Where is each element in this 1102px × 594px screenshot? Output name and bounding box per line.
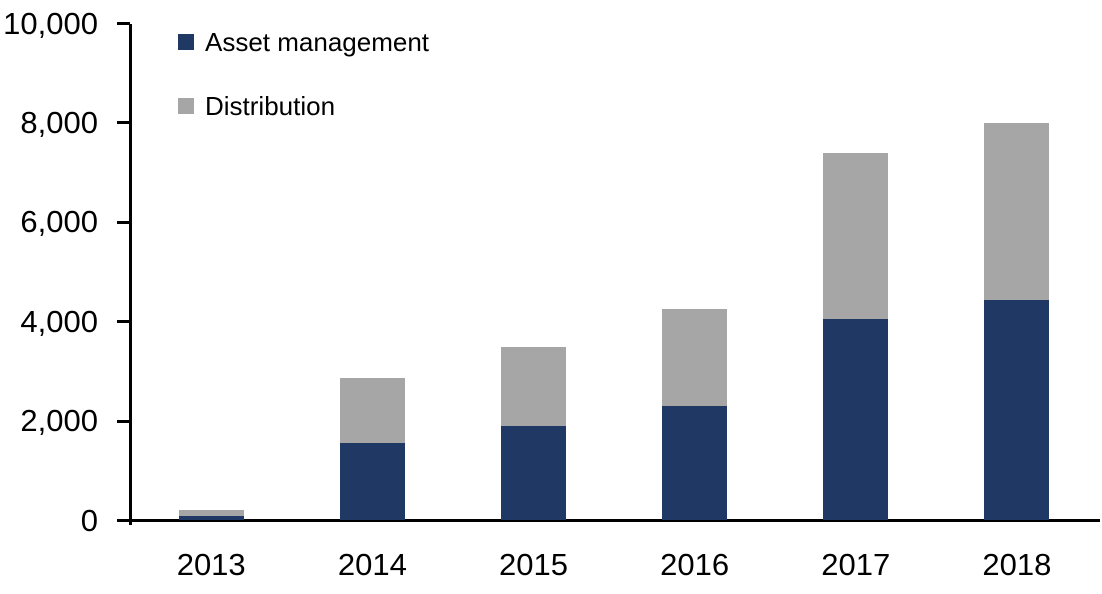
bar-asset-management-2015 bbox=[500, 426, 566, 521]
y-axis-tick bbox=[117, 519, 130, 522]
y-axis-tick bbox=[117, 220, 130, 224]
x-axis-label-2017: 2017 bbox=[821, 547, 891, 582]
legend-label-asset-management: Asset management bbox=[205, 27, 430, 57]
bar-distribution-2018 bbox=[984, 122, 1050, 301]
y-tick-label: 4,000 bbox=[20, 303, 98, 339]
y-axis-tick bbox=[117, 419, 130, 423]
bar-distribution-2013 bbox=[178, 510, 244, 517]
y-axis-line bbox=[129, 23, 132, 525]
bar-asset-management-2014 bbox=[339, 442, 405, 521]
y-axis-tick bbox=[117, 121, 130, 125]
x-axis-label-2016: 2016 bbox=[660, 547, 730, 582]
x-axis-label-2015: 2015 bbox=[498, 547, 568, 582]
bar-asset-management-2017 bbox=[823, 319, 889, 521]
y-tick-label: 0 bbox=[80, 502, 98, 538]
legend-item-distribution: Distribution bbox=[178, 92, 335, 120]
y-tick-label: 8,000 bbox=[20, 104, 98, 140]
asset-management-legend-swatch bbox=[178, 34, 194, 50]
legend-label-distribution: Distribution bbox=[205, 91, 336, 121]
distribution-legend-swatch bbox=[178, 98, 194, 114]
y-axis-tick bbox=[117, 320, 130, 324]
y-tick-label: 10,000 bbox=[3, 5, 98, 41]
bar-asset-management-2018 bbox=[984, 300, 1050, 521]
x-axis-line bbox=[129, 519, 1100, 522]
y-tick-label: 6,000 bbox=[20, 204, 98, 240]
bar-distribution-2014 bbox=[339, 377, 405, 443]
x-axis-label-2014: 2014 bbox=[337, 547, 407, 582]
bar-distribution-2015 bbox=[500, 346, 566, 427]
y-tick-label: 2,000 bbox=[20, 403, 98, 439]
y-axis-tick bbox=[117, 22, 130, 25]
bar-distribution-2017 bbox=[823, 152, 889, 320]
bar-asset-management-2016 bbox=[662, 405, 728, 521]
bar-asset-management-2013 bbox=[178, 516, 244, 521]
legend-item-asset-management: Asset management bbox=[178, 28, 429, 56]
x-axis-label-2018: 2018 bbox=[982, 547, 1052, 582]
x-axis-label-2013: 2013 bbox=[176, 547, 246, 582]
bar-distribution-2016 bbox=[662, 309, 728, 406]
